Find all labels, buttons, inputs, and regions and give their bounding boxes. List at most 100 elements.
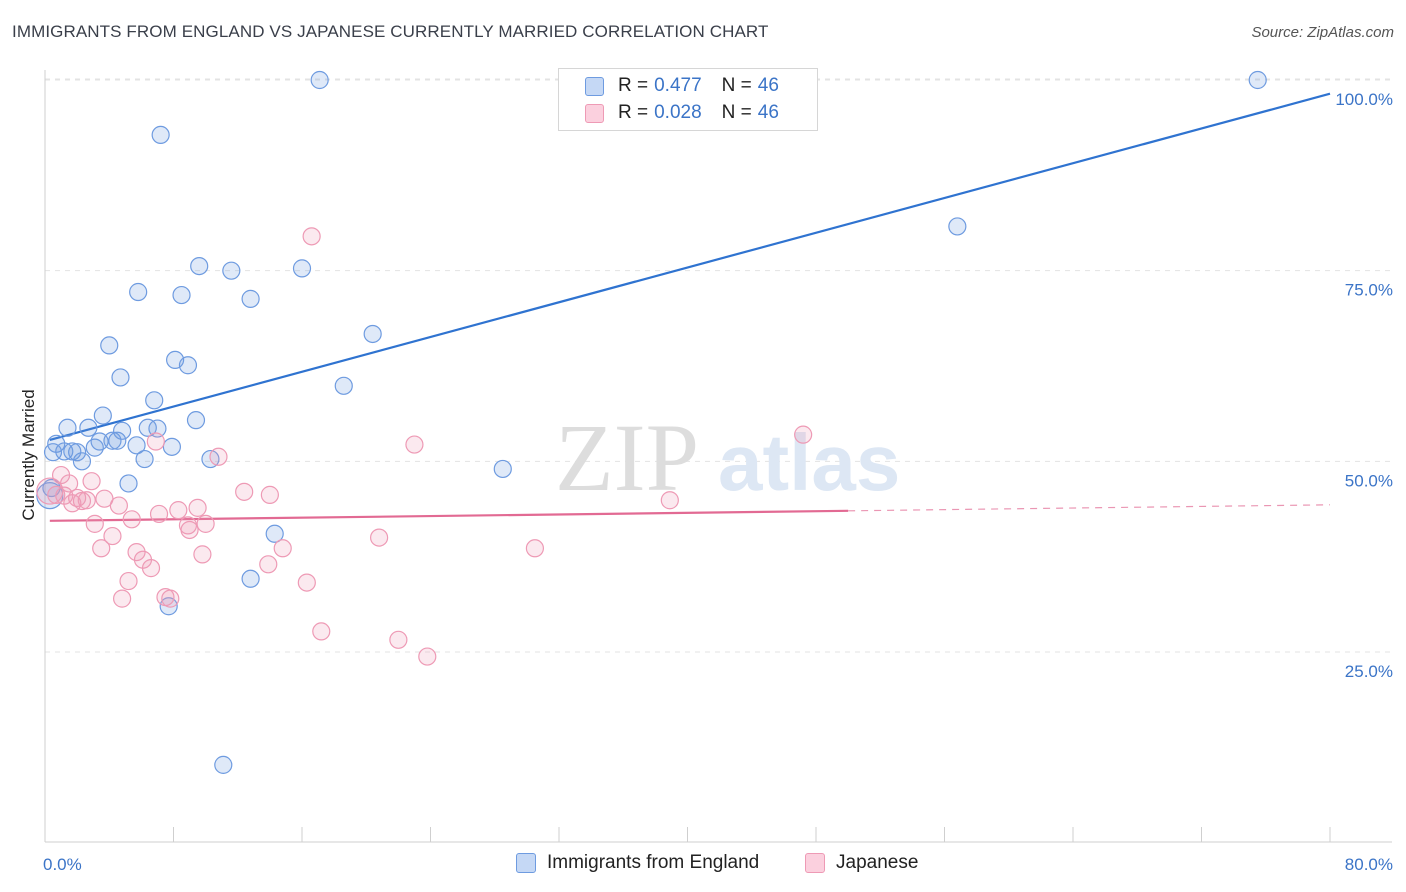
japanese-point bbox=[85, 514, 104, 533]
japanese-point bbox=[418, 647, 437, 666]
x-tick-label-min: 0.0% bbox=[43, 855, 82, 874]
japanese-point bbox=[169, 501, 188, 520]
japanese-point bbox=[260, 485, 279, 504]
england-point bbox=[145, 391, 164, 410]
england-point bbox=[190, 256, 209, 276]
y-tick-label-75: 75.0% bbox=[1345, 281, 1393, 300]
england-point bbox=[222, 261, 241, 280]
japanese-r-value: 0.028 bbox=[654, 102, 702, 123]
japanese-swatch bbox=[585, 103, 604, 123]
england-point bbox=[103, 431, 122, 450]
england-point bbox=[108, 431, 127, 450]
england-point bbox=[127, 436, 146, 455]
grid-layer bbox=[45, 78, 1392, 653]
england-point bbox=[214, 755, 233, 774]
japanese-point bbox=[109, 496, 128, 515]
england-point bbox=[186, 411, 206, 430]
legend-england-swatch bbox=[516, 853, 536, 873]
england-point bbox=[310, 70, 329, 90]
england-point bbox=[334, 376, 353, 395]
england-point bbox=[178, 356, 198, 375]
tick-labels: 25.0% 50.0% 75.0% 100.0% 0.0% 80.0% bbox=[43, 90, 1393, 874]
england-n-value: 46 bbox=[757, 75, 779, 96]
england-r-value: 0.477 bbox=[654, 75, 702, 96]
japanese-point bbox=[149, 504, 169, 524]
england-point bbox=[135, 449, 154, 469]
watermark-zip: ZIP bbox=[555, 404, 699, 511]
england-point bbox=[112, 421, 132, 440]
y-tick-label-50: 50.0% bbox=[1345, 471, 1393, 490]
england-r-label: R = bbox=[618, 75, 649, 96]
england-point bbox=[72, 452, 92, 471]
y-axis-label: Currently Married bbox=[19, 389, 38, 520]
japanese-point bbox=[92, 539, 111, 558]
chart-title: IMMIGRANTS FROM ENGLAND VS JAPANESE CURR… bbox=[12, 22, 769, 41]
england-point bbox=[79, 418, 98, 437]
england-point bbox=[162, 437, 181, 456]
japanese-point bbox=[193, 545, 212, 564]
series-legend: Immigrants from England Japanese bbox=[0, 852, 1406, 878]
japanese-point bbox=[273, 539, 292, 558]
england-point bbox=[100, 336, 119, 355]
england-point bbox=[1248, 70, 1267, 90]
england-point bbox=[148, 419, 167, 438]
japanese-n-label: N = bbox=[721, 102, 752, 123]
legend-item-japanese[interactable]: Japanese bbox=[805, 852, 918, 874]
japanese-point bbox=[312, 622, 331, 641]
japanese-point bbox=[112, 589, 132, 608]
legend-japanese-label: Japanese bbox=[836, 852, 919, 873]
japanese-point bbox=[302, 227, 321, 246]
x-tick-label-max: 80.0% bbox=[1345, 855, 1393, 874]
england-point bbox=[85, 438, 104, 457]
japanese-point bbox=[119, 571, 138, 591]
japanese-point bbox=[297, 573, 316, 592]
japanese-point bbox=[77, 491, 96, 510]
y-tick-label-25: 25.0% bbox=[1345, 662, 1393, 681]
england-point bbox=[63, 442, 82, 461]
england-point bbox=[292, 259, 312, 278]
japanese-point bbox=[196, 514, 215, 533]
japanese-point bbox=[794, 425, 813, 444]
england-swatch bbox=[585, 76, 604, 96]
watermark: ZIP atlas bbox=[555, 404, 900, 511]
japanese-point bbox=[141, 559, 161, 578]
japanese-point bbox=[188, 498, 207, 517]
japanese-r-label: R = bbox=[618, 102, 649, 123]
legend-item-england[interactable]: Immigrants from England bbox=[516, 852, 759, 874]
japanese-point bbox=[259, 555, 278, 574]
data-points bbox=[36, 70, 1267, 774]
england-point bbox=[172, 285, 191, 305]
japanese-point bbox=[405, 435, 424, 454]
england-point bbox=[151, 125, 170, 145]
japanese-trend-extension bbox=[848, 504, 1331, 512]
japanese-point bbox=[146, 432, 165, 451]
england-point bbox=[363, 324, 382, 344]
chart-source: Source: ZipAtlas.com bbox=[1251, 24, 1394, 41]
england-point bbox=[138, 418, 157, 437]
japanese-point bbox=[235, 482, 254, 501]
japanese-point bbox=[389, 630, 408, 649]
japanese-point bbox=[525, 539, 545, 558]
england-point bbox=[111, 368, 130, 387]
legend-england-label: Immigrants from England bbox=[547, 852, 760, 873]
england-point bbox=[241, 569, 260, 588]
japanese-point bbox=[156, 587, 175, 607]
y-tick-label-100: 100.0% bbox=[1335, 90, 1393, 109]
correlation-legend: R = 0.477 N = 46 R = 0.028 N = 46 bbox=[558, 68, 818, 131]
legend-japanese-swatch bbox=[805, 853, 825, 873]
japanese-point bbox=[72, 491, 92, 511]
legend-row-japanese: R = 0.028 N = 46 bbox=[585, 101, 779, 125]
japanese-point bbox=[180, 520, 199, 540]
japanese-point bbox=[370, 528, 389, 547]
england-point bbox=[119, 474, 138, 493]
england-point bbox=[93, 406, 112, 425]
england-point bbox=[129, 282, 148, 302]
england-point bbox=[493, 459, 512, 479]
england-point bbox=[265, 524, 284, 543]
england-n-label: N = bbox=[721, 75, 752, 96]
japanese-n-value: 46 bbox=[757, 102, 779, 123]
japanese-point bbox=[127, 542, 146, 562]
japanese-point bbox=[82, 472, 101, 491]
england-trend-line bbox=[49, 92, 1331, 442]
